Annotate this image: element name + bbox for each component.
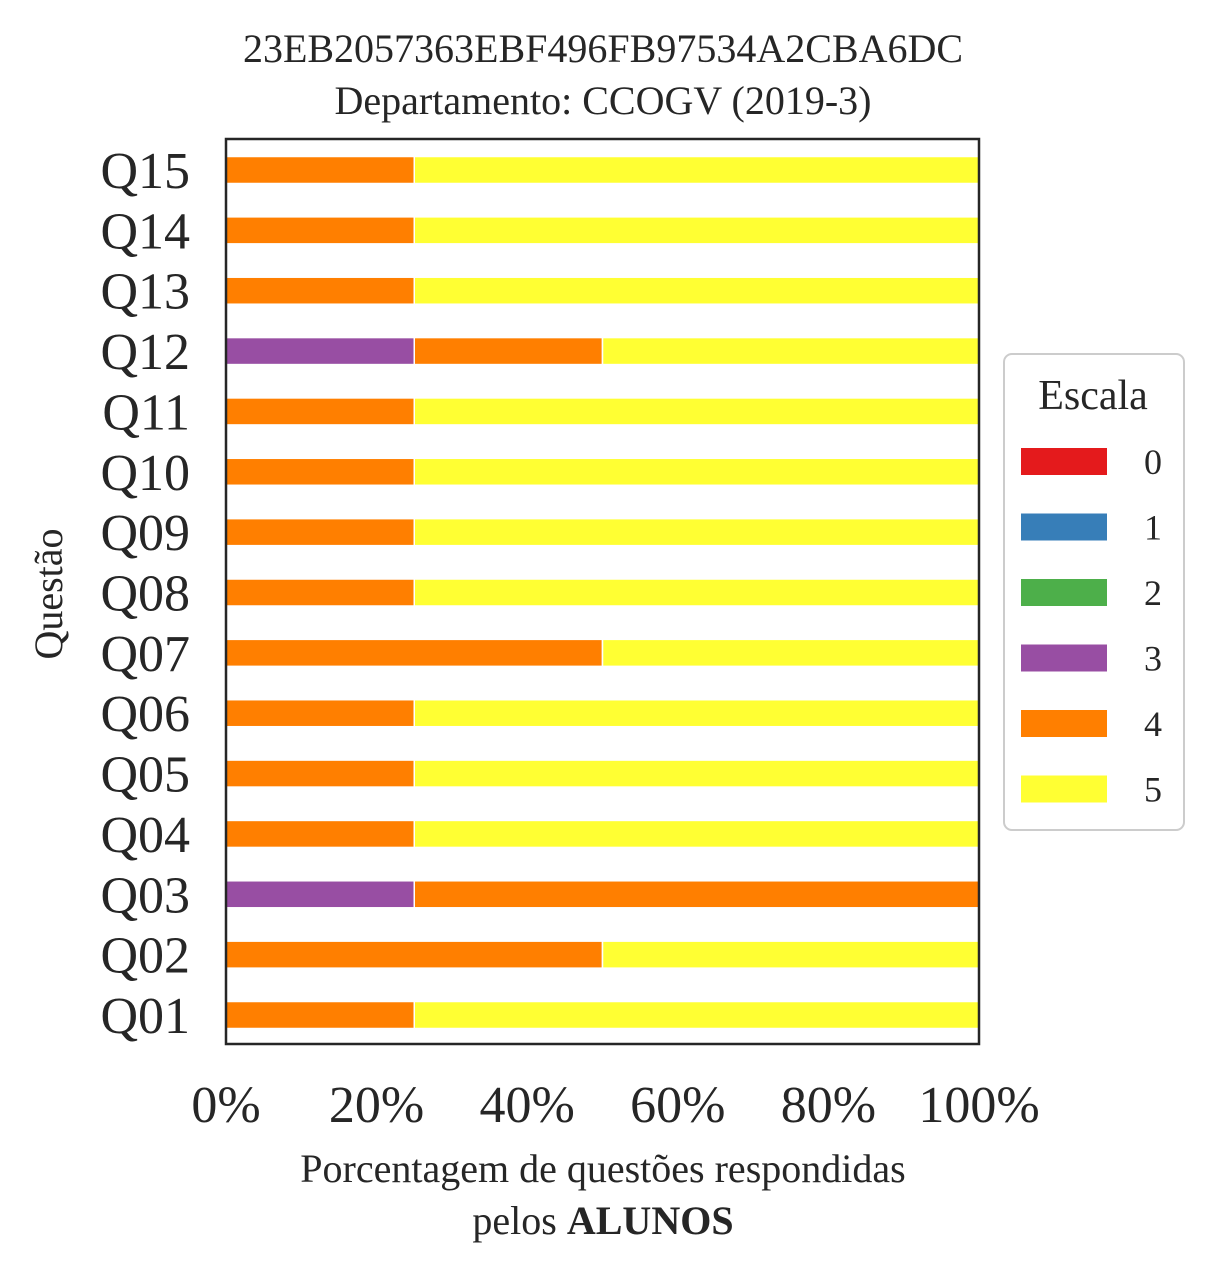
bar-q06-escala-4 [225,698,415,728]
bar-q05-escala-4 [225,759,415,788]
legend-swatch-0 [1021,448,1107,475]
x-axis-label: Porcentagem de questões respondidas [300,1146,905,1191]
bar-q12-escala-5 [601,336,980,366]
y-tick-label-q15: Q15 [100,143,190,200]
bar-q11-escala-5 [413,397,980,426]
legend-label-0: 0 [1144,442,1162,482]
y-tick-label-q14: Q14 [100,203,190,260]
bar-q04-escala-4 [225,819,415,849]
bar-q08-escala-5 [413,578,980,607]
legend-swatch-3 [1021,644,1107,672]
y-tick-labels: Q01Q02Q03Q04Q05Q06Q07Q08Q09Q10Q11Q12Q13Q… [100,143,190,1045]
legend-label-3: 3 [1144,639,1162,679]
bar-q10-escala-5 [413,457,980,487]
y-tick-label-q04: Q04 [100,807,190,864]
bar-q01-escala-5 [413,1000,980,1030]
bar-q11-escala-4 [225,397,415,426]
bar-q06-escala-5 [413,698,980,728]
bar-q05-escala-5 [413,759,980,788]
x-tick-labels: 0% 20% 40% 60% 80% 100% [191,1077,1039,1134]
bar-q02-escala-4 [225,940,604,969]
bar-q13-escala-5 [413,276,980,305]
bar-q14-escala-5 [413,216,980,245]
legend-swatch-2 [1021,579,1107,606]
chart-subtitle: Departamento: CCOGV (2019-3) [335,78,872,123]
x-axis-label-prefix: pelos [472,1198,566,1243]
legend-entries: 0 1 2 3 4 5 [1021,442,1162,810]
chart-title: 23EB2057363EBF496FB97534A2CBA6DC [243,26,963,71]
bar-q01-escala-4 [225,1000,415,1030]
bar-q15-escala-5 [413,155,980,185]
bar-q14-escala-4 [225,216,415,245]
legend-label-5: 5 [1144,770,1162,810]
bar-q10-escala-4 [225,457,415,487]
legend-title: Escala [1038,373,1148,419]
y-tick-label-q08: Q08 [100,566,190,623]
y-tick-label-q10: Q10 [100,445,190,502]
y-tick-label-q13: Q13 [100,264,190,321]
y-tick-label-q11: Q11 [102,384,190,441]
legend-swatch-1 [1021,513,1107,541]
x-tick-label: 100% [918,1077,1039,1134]
bar-q13-escala-4 [225,276,415,305]
y-tick-label-q09: Q09 [100,505,190,562]
y-axis-label: Questão [26,528,71,659]
legend-label-4: 4 [1144,704,1162,744]
bar-q12-escala-3 [225,336,415,366]
bar-q04-escala-5 [413,819,980,849]
y-tick-label-q03: Q03 [100,867,190,924]
bars-group [225,155,980,1030]
bar-q07-escala-5 [601,638,980,668]
x-tick-label: 40% [480,1077,575,1134]
x-tick-label: 80% [781,1077,876,1134]
y-tick-label-q01: Q01 [100,988,190,1045]
bar-q03-escala-3 [225,880,415,909]
bar-q08-escala-4 [225,578,415,607]
x-tick-label: 20% [329,1077,424,1134]
x-axis-label-bold: ALUNOS [567,1198,734,1243]
bar-q09-escala-5 [413,517,980,547]
bar-q09-escala-4 [225,517,415,547]
y-tick-label-q12: Q12 [100,324,190,381]
legend-swatch-5 [1021,775,1107,803]
y-tick-label-q06: Q06 [100,686,190,743]
bar-q03-escala-4 [413,880,980,909]
plot-frame [224,137,981,1046]
bar-q02-escala-5 [601,940,980,969]
bar-q12-escala-4 [413,336,604,366]
y-tick-label-q07: Q07 [100,626,190,683]
x-tick-label: 60% [630,1077,725,1134]
legend: Escala 0 1 2 3 4 5 [1003,353,1185,831]
bar-q15-escala-4 [225,155,415,185]
legend-swatch-4 [1021,710,1107,737]
y-tick-label-q05: Q05 [100,747,190,804]
y-tick-label-q02: Q02 [100,928,190,985]
bar-q07-escala-4 [225,638,604,668]
x-axis-label-line2: pelos ALUNOS [472,1198,733,1243]
legend-label-2: 2 [1144,573,1162,613]
x-tick-label: 0% [191,1077,260,1134]
legend-label-1: 1 [1144,508,1162,548]
